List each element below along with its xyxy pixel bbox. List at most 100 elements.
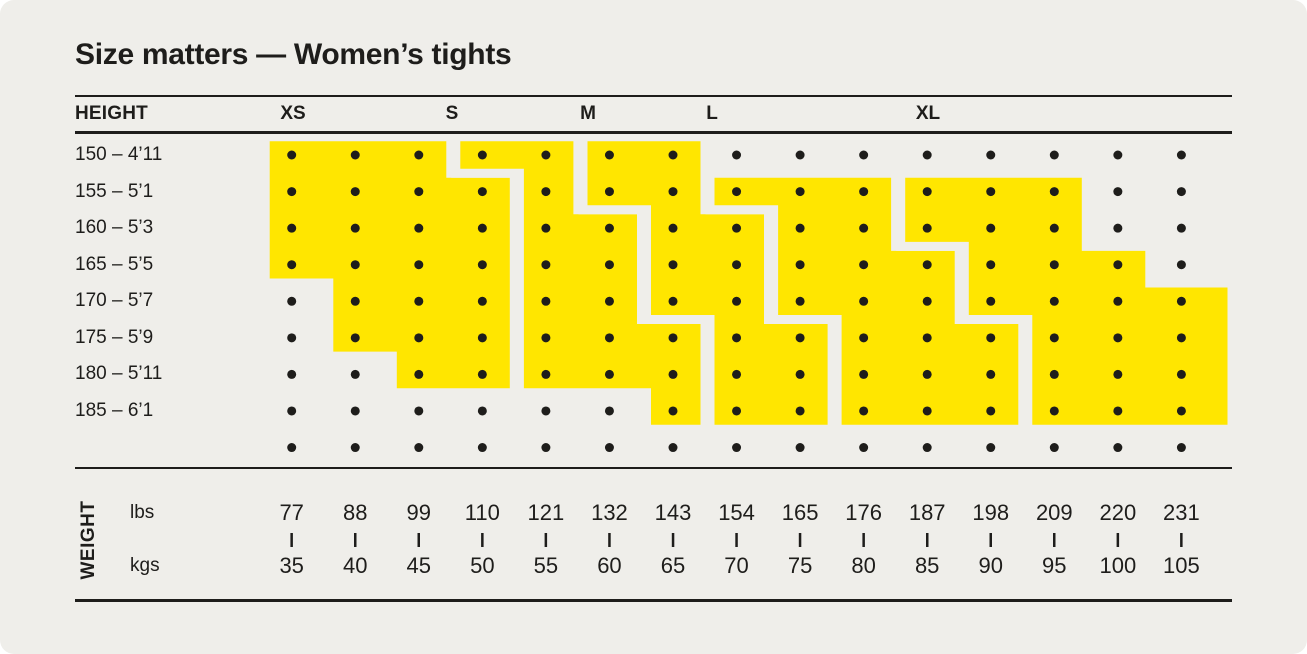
grid-dot (1176, 296, 1186, 306)
grid-dot (732, 187, 742, 197)
weight-value-kgs: 85 (914, 553, 940, 578)
height-row-label: 175 – 5’9 (75, 326, 154, 348)
grid-dot (732, 260, 742, 270)
weight-value-lbs: 143 (654, 500, 692, 525)
grid-dot (1049, 187, 1059, 197)
grid-dot (922, 443, 932, 453)
grid-dot (1176, 260, 1186, 270)
grid-dot (604, 406, 614, 416)
grid-dot (986, 296, 996, 306)
grid-dot (287, 369, 297, 379)
grid-dot (414, 443, 424, 453)
weight-value-kgs: 105 (1163, 553, 1200, 578)
size-header-m: M (580, 103, 596, 124)
grid-dot (541, 260, 551, 270)
grid-dot (1176, 187, 1186, 197)
grid-dot (668, 260, 678, 270)
grid-dot (604, 443, 614, 453)
weight-value-lbs: 165 (781, 500, 819, 525)
weight-value-kgs: 75 (787, 553, 813, 578)
size-header-xs: XS (280, 103, 306, 124)
weight-axis-label: WEIGHT (78, 500, 99, 580)
grid-dot (477, 369, 487, 379)
grid-dot (604, 369, 614, 379)
weight-value-lbs: 154 (718, 500, 755, 525)
weight-value-lbs: 77 (279, 500, 304, 525)
lbs-kgs-tick (354, 533, 357, 547)
weight-value-kgs: 95 (1042, 553, 1067, 578)
grid-dot (350, 187, 360, 197)
grid-dot (732, 333, 742, 343)
grid-dot (859, 150, 869, 160)
weight-value-lbs: 176 (845, 500, 882, 525)
grid-dot (1049, 150, 1059, 160)
height-row-label: 160 – 5’3 (75, 217, 154, 239)
grid-dot (604, 150, 614, 160)
grid-dot (477, 406, 487, 416)
grid-dot (414, 333, 424, 343)
grid-dot (1113, 150, 1123, 160)
size-region-s (451, 132, 710, 434)
lbs-kgs-tick (544, 533, 548, 547)
grid-dot (922, 333, 932, 343)
grid-dot (1113, 223, 1123, 233)
grid-dot (986, 333, 996, 343)
weight-value-kgs: 40 (343, 553, 368, 578)
lbs-kgs-tick (735, 533, 738, 547)
height-row-label: 150 – 4’11 (75, 144, 163, 165)
grid-dot (604, 260, 614, 270)
grid-dot (859, 187, 869, 197)
size-header-s: S (445, 103, 459, 124)
grid-dot (287, 187, 297, 197)
lbs-kgs-tick (1180, 533, 1183, 547)
grid-dot (986, 406, 996, 416)
grid-dot (1049, 333, 1059, 343)
grid-dot (541, 187, 551, 197)
grid-dot (1113, 443, 1123, 453)
grid-dot (732, 296, 742, 306)
weight-value-lbs: 110 (464, 500, 500, 525)
size-header-l: L (706, 103, 718, 124)
height-row-label: 180 – 5’11 (75, 363, 163, 385)
grid-dot (414, 369, 424, 379)
grid-dot (350, 223, 360, 233)
grid-dot (1113, 260, 1123, 270)
grid-dot (922, 150, 932, 160)
grid-dot (287, 443, 297, 453)
grid-dot (414, 223, 424, 233)
grid-dot (668, 187, 678, 197)
weight-value-lbs: 132 (591, 500, 628, 525)
grid-dot (1176, 223, 1186, 233)
height-row-label: 185 – 6’1 (75, 399, 154, 421)
weight-value-kgs: 50 (470, 553, 495, 578)
grid-dot (350, 150, 360, 160)
grid-dot (541, 223, 551, 233)
grid-dot (668, 223, 678, 233)
grid-dot (1113, 296, 1123, 306)
weight-value-kgs: 65 (660, 553, 686, 578)
grid-dot (922, 406, 932, 416)
grid-dot (1176, 150, 1186, 160)
page-title: Size matters — Women’s tights (75, 38, 512, 71)
lbs-kgs-tick (608, 533, 611, 547)
grid-dot (732, 369, 742, 379)
grid-dot (604, 187, 614, 197)
weight-value-kgs: 80 (851, 553, 876, 578)
grid-dot (1113, 406, 1123, 416)
grid-dot (1176, 369, 1186, 379)
grid-dot (1113, 187, 1123, 197)
height-row-label: 155 – 5’1 (75, 180, 154, 202)
grid-dot (795, 223, 805, 233)
grid-dot (350, 333, 360, 343)
grid-dot (986, 369, 996, 379)
weight-value-kgs: 55 (533, 553, 559, 578)
weight-value-kgs: 70 (724, 553, 749, 578)
size-region-m (578, 132, 837, 434)
grid-dot (859, 296, 869, 306)
lbs-kgs-tick (798, 533, 802, 547)
grid-dot (922, 223, 932, 233)
grid-dot (795, 187, 805, 197)
grid-dot (1176, 406, 1186, 416)
grid-dot (859, 369, 869, 379)
grid-dot (287, 406, 297, 416)
